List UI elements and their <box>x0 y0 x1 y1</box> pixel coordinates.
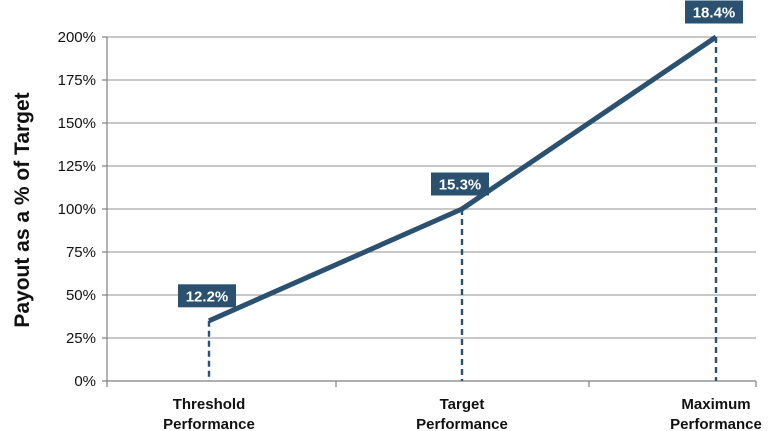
data-label-box <box>431 172 489 196</box>
y-tick-label: 0% <box>74 373 96 390</box>
y-tick-label: 150% <box>58 115 96 132</box>
data-label-text: 12.2% <box>186 288 229 305</box>
x-category-label: Performance <box>416 416 508 431</box>
x-category-label: Performance <box>670 416 762 431</box>
data-label: 12.2% <box>178 284 236 308</box>
y-tick-label: 175% <box>58 72 96 89</box>
x-category-label: Performance <box>163 416 255 431</box>
data-label: 15.3% <box>431 172 489 196</box>
y-tick-label: 125% <box>58 158 96 175</box>
y-axis-title: Payout as a % of Target <box>11 92 34 327</box>
data-label-text: 18.4% <box>693 5 736 22</box>
y-tick-label: 75% <box>66 244 96 261</box>
series-line <box>207 34 718 324</box>
y-tick-labels: 0% 25% 50% 75% 100% 125% 150% 175% 200% <box>58 29 96 390</box>
x-category-label: Target <box>440 396 485 413</box>
y-tick-label: 200% <box>58 29 96 46</box>
data-labels: 12.2% 15.3% 18.4% <box>178 0 743 308</box>
axes <box>102 36 757 387</box>
drop-lines <box>207 37 718 381</box>
data-label-box <box>685 0 743 24</box>
data-label-text: 15.3% <box>439 177 482 194</box>
y-tick-label: 50% <box>66 287 96 304</box>
series-lines <box>207 34 718 324</box>
x-category-labels: Threshold Performance Target Performance Max… <box>163 396 762 431</box>
data-label: 18.4% <box>685 0 743 24</box>
data-label-box <box>178 284 236 308</box>
y-tick-label: 100% <box>58 201 96 218</box>
y-tick-label: 25% <box>66 330 96 347</box>
x-category-label: Threshold <box>173 396 246 413</box>
x-category-label: Maximum <box>681 396 750 413</box>
